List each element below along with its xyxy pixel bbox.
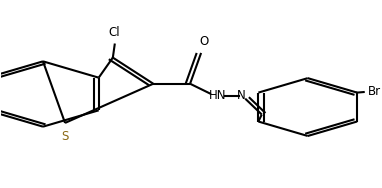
Text: S: S	[62, 130, 69, 143]
Text: O: O	[199, 35, 209, 48]
Text: N: N	[237, 89, 246, 102]
Text: HN: HN	[209, 89, 227, 102]
Text: Cl: Cl	[109, 26, 120, 39]
Text: Br: Br	[368, 85, 381, 98]
